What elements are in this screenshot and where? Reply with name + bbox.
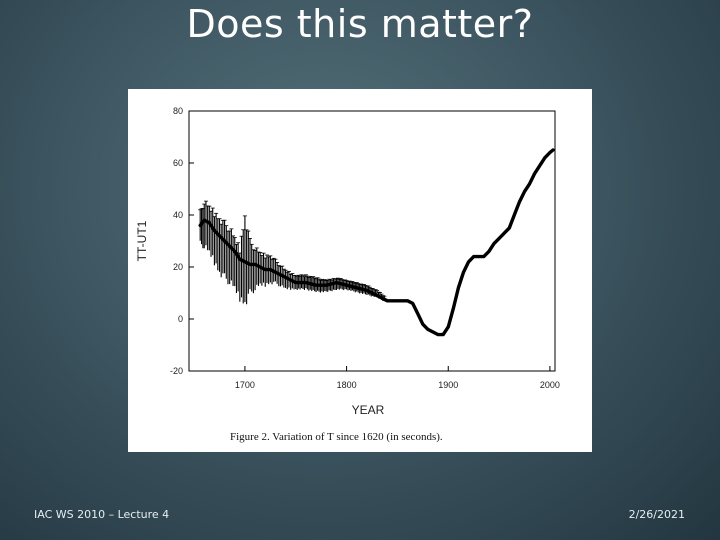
y-axis: -20 0 20 40 60 80	[170, 106, 194, 376]
y-tick-label: 20	[173, 262, 183, 272]
figure-panel: -20 0 20 40 60 80 1700 1800 1900 2000 TT-UT1 YEA…	[128, 89, 592, 452]
y-axis-label: TT-UT1	[135, 220, 149, 261]
footer-lecture-label: IAC WS 2010 – Lecture 4	[34, 508, 170, 521]
plot-frame	[188, 110, 556, 372]
y-tick-label: 80	[173, 106, 183, 116]
y-tick-label: -20	[170, 366, 183, 376]
series-line	[198, 148, 555, 337]
slide-title: Does this matter?	[186, 2, 534, 46]
x-tick-label: 1800	[337, 380, 357, 390]
x-tick-label: 2000	[540, 380, 560, 390]
delta-t-chart: -20 0 20 40 60 80 1700 1800 1900 2000 TT-UT1 YEA…	[135, 106, 560, 443]
y-tick-label: 60	[173, 158, 183, 168]
x-tick-label: 1900	[438, 380, 458, 390]
x-axis: 1700 1800 1900 2000	[235, 366, 560, 390]
x-axis-label: YEAR	[352, 403, 385, 417]
figure-caption: Figure 2. Variation of T since 1620 (in …	[230, 431, 443, 443]
y-tick-label: 0	[178, 314, 183, 324]
y-tick-label: 40	[173, 210, 183, 220]
footer-date: 2/26/2021	[628, 508, 685, 521]
x-tick-label: 1700	[235, 380, 255, 390]
